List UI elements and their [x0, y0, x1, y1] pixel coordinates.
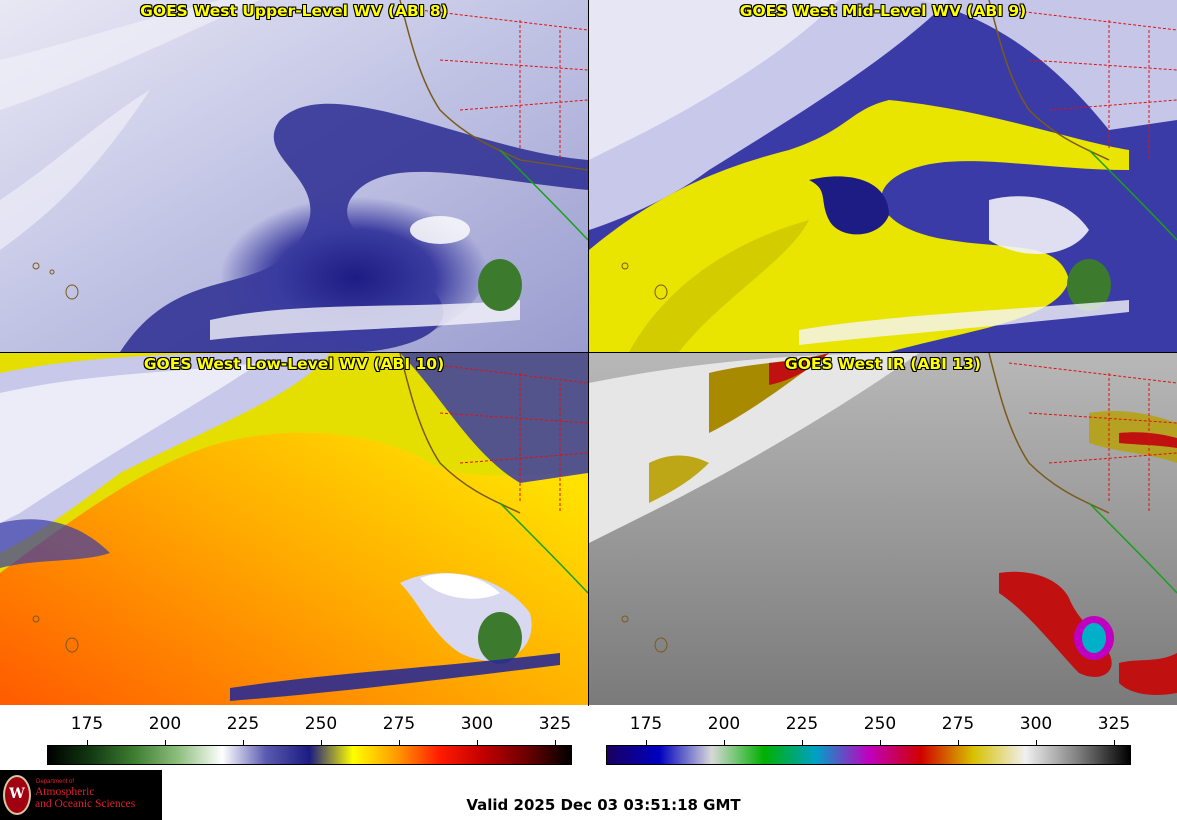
wv-tick-label: 225	[226, 714, 260, 734]
panel-title: GOES West IR (ABI 13)	[785, 355, 981, 373]
ir-tick-mark	[802, 740, 803, 745]
ir-tick-mark	[1114, 740, 1115, 745]
panel-upper-level-wv: GOES West Upper-Level WV (ABI 8)	[0, 0, 588, 352]
panel-divider-horizontal	[0, 352, 1177, 353]
panel-mid-level-wv: GOES West Mid-Level WV (ABI 9)	[589, 0, 1177, 352]
wv-tick-label: 175	[70, 714, 104, 734]
ir-tick-mark	[724, 740, 725, 745]
panel-low-level-wv: GOES West Low-Level WV (ABI 10)	[0, 353, 588, 705]
ir-tick-label: 200	[707, 714, 741, 734]
wv-tick-mark	[477, 740, 478, 745]
ir-tick-label: 325	[1097, 714, 1131, 734]
panel-title: GOES West Low-Level WV (ABI 10)	[143, 355, 445, 373]
wv-tick-label: 250	[304, 714, 338, 734]
seal-letter: W	[9, 786, 25, 802]
ir-tick-label: 300	[1019, 714, 1053, 734]
ir-tick-mark	[958, 740, 959, 745]
ir-image	[589, 353, 1177, 705]
wv-tick-mark	[87, 740, 88, 745]
logo-line-2: and Oceanic Sciences	[35, 798, 136, 810]
wv-tick-label: 325	[538, 714, 572, 734]
ir-colorbar	[606, 745, 1131, 765]
panel-divider-vertical	[588, 0, 589, 706]
wv-tick-mark	[399, 740, 400, 745]
ir-tick-mark	[646, 740, 647, 745]
ir-tick-label: 225	[785, 714, 819, 734]
ir-tick-mark	[880, 740, 881, 745]
mid-level-wv-image	[589, 0, 1177, 352]
uw-aos-logo[interactable]: W Department of Atmospheric and Oceanic …	[0, 770, 162, 820]
wv-tick-label: 300	[460, 714, 494, 734]
wv-colorbar	[47, 745, 572, 765]
panel-title: GOES West Upper-Level WV (ABI 8)	[140, 2, 448, 20]
ir-tick-label: 250	[863, 714, 897, 734]
upper-level-wv-image	[0, 0, 588, 352]
ir-tick-label: 275	[941, 714, 975, 734]
ir-tick-mark	[1036, 740, 1037, 745]
panel-title: GOES West Mid-Level WV (ABI 9)	[739, 2, 1027, 20]
wv-tick-label: 275	[382, 714, 416, 734]
valid-time-text: Valid 2025 Dec 03 03:51:18 GMT	[466, 796, 741, 814]
uw-seal-icon: W	[3, 775, 31, 815]
low-level-wv-image	[0, 353, 588, 705]
wv-tick-mark	[165, 740, 166, 745]
logo-line-1: Atmospheric	[35, 786, 95, 798]
wv-tick-label: 200	[148, 714, 182, 734]
ir-tick-label: 175	[629, 714, 663, 734]
wv-tick-mark	[243, 740, 244, 745]
wv-tick-mark	[555, 740, 556, 745]
wv-tick-mark	[321, 740, 322, 745]
panel-ir: GOES West IR (ABI 13)	[589, 353, 1177, 705]
logo-dept-line: Department of	[36, 779, 75, 785]
